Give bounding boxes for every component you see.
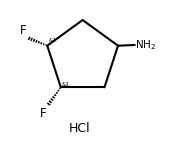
Text: F: F: [40, 107, 47, 120]
Text: F: F: [20, 24, 26, 37]
Text: &1: &1: [62, 82, 70, 87]
Text: &1: &1: [48, 38, 56, 43]
Text: NH$_2$: NH$_2$: [135, 38, 156, 52]
Text: HCl: HCl: [69, 122, 91, 135]
